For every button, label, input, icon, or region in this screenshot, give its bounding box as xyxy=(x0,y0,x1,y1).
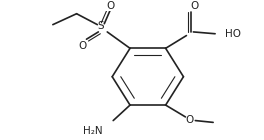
Text: O: O xyxy=(106,1,114,10)
Text: S: S xyxy=(97,21,104,32)
Text: O: O xyxy=(185,115,194,125)
Text: O: O xyxy=(78,41,87,51)
Text: O: O xyxy=(190,1,199,11)
Text: H₂N: H₂N xyxy=(83,126,102,136)
Text: HO: HO xyxy=(225,29,241,39)
